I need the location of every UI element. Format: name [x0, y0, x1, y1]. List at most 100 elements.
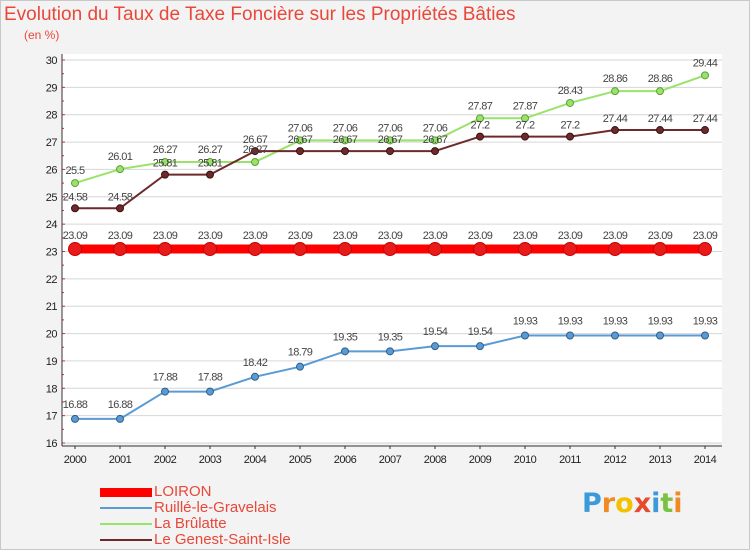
data-point	[698, 242, 712, 257]
data-label: 24.58	[108, 191, 133, 203]
logo-letter: o	[615, 488, 634, 519]
y-tick-label: 28	[46, 110, 58, 122]
proxiti-logo: Proxiti	[582, 488, 683, 519]
data-point	[563, 242, 577, 257]
legend-swatch	[100, 539, 152, 541]
x-tick-label: 2014	[694, 454, 717, 466]
legend-item: La Brûlatte	[100, 516, 291, 532]
y-tick-label: 23	[46, 247, 58, 259]
data-label: 19.35	[378, 331, 403, 343]
x-tick-label: 2013	[649, 454, 672, 466]
y-tick-label: 22	[46, 274, 58, 286]
data-label: 27.06	[288, 122, 313, 134]
data-labels: 16.88 16.88 17.88 17.88 18.42 18.79 19.35 19.35…	[63, 57, 719, 411]
x-tick-label: 2009	[469, 454, 492, 466]
data-label: 27.87	[468, 100, 493, 112]
data-point	[71, 414, 79, 423]
data-point	[608, 242, 622, 257]
data-point	[68, 242, 82, 257]
data-point	[203, 242, 217, 257]
data-label: 23.09	[513, 230, 538, 242]
logo-letter: i	[651, 488, 661, 519]
legend-label: Le Genest-Saint-Isle	[154, 531, 291, 548]
data-point	[428, 242, 442, 257]
x-tick-label: 2000	[64, 454, 87, 466]
data-label: 26.67	[288, 134, 313, 146]
data-point	[296, 147, 304, 156]
data-point	[476, 132, 484, 141]
data-point	[476, 342, 484, 351]
data-point	[161, 170, 169, 179]
x-tick-label: 2012	[604, 454, 627, 466]
y-tick-label: 24	[46, 219, 58, 231]
data-label: 23.09	[378, 230, 403, 242]
x-tick-label: 2002	[154, 454, 177, 466]
data-point	[386, 136, 394, 145]
data-point	[473, 242, 487, 257]
data-label: 26.67	[243, 134, 268, 146]
data-label: 19.93	[558, 315, 583, 327]
data-label: 19.54	[423, 326, 448, 338]
data-label: 18.79	[288, 347, 313, 359]
data-point	[206, 387, 214, 396]
data-point	[116, 165, 124, 174]
data-point	[656, 331, 664, 340]
data-label: 19.93	[648, 315, 673, 327]
data-label: 28.86	[603, 73, 628, 85]
data-label: 16.88	[63, 399, 88, 411]
x-tick-label: 2010	[514, 454, 537, 466]
legend-label: Ruillé-le-Gravelais	[154, 499, 277, 516]
data-label: 27.44	[693, 113, 718, 125]
data-label: 23.09	[648, 230, 673, 242]
data-label: 23.09	[243, 230, 268, 242]
y-tick-label: 19	[46, 356, 58, 368]
data-label: 17.88	[198, 372, 223, 384]
data-label: 27.2	[515, 120, 534, 132]
data-label: 23.09	[153, 230, 178, 242]
legend: LOIRON Ruillé-le-Gravelais La Brûlatte Le G…	[100, 484, 291, 548]
data-point	[293, 242, 307, 257]
y-tick-label: 20	[46, 329, 58, 341]
data-point	[431, 147, 439, 156]
data-point	[251, 372, 259, 381]
data-point	[611, 87, 619, 96]
data-label: 19.35	[333, 331, 358, 343]
data-point	[116, 204, 124, 213]
data-point	[248, 242, 262, 257]
y-tick-label: 26	[46, 164, 58, 176]
data-label: 26.67	[378, 134, 403, 146]
data-point	[161, 387, 169, 396]
data-label: 27.2	[470, 120, 489, 132]
y-tick-label: 21	[46, 301, 58, 313]
x-tick-label: 2005	[289, 454, 312, 466]
data-label: 25.5	[65, 165, 84, 177]
y-tick-label: 29	[46, 82, 58, 94]
data-label: 27.87	[513, 100, 538, 112]
legend-swatch	[100, 507, 152, 509]
data-point	[296, 362, 304, 371]
x-tick-label: 2008	[424, 454, 447, 466]
data-label: 29.44	[693, 57, 718, 69]
data-label: 27.06	[423, 122, 448, 134]
data-point	[296, 136, 304, 145]
data-point	[431, 136, 439, 145]
data-point	[341, 136, 349, 145]
x-tick-label: 2011	[559, 454, 581, 466]
data-point	[521, 132, 529, 141]
data-label: 26.27	[153, 144, 178, 156]
x-tick-label: 2007	[379, 454, 402, 466]
y-tick-label: 16	[46, 438, 58, 450]
data-label: 23.09	[693, 230, 718, 242]
y-tick-label: 25	[46, 192, 58, 204]
data-label: 23.09	[603, 230, 628, 242]
legend-swatch	[100, 487, 152, 497]
data-point	[653, 242, 667, 257]
data-point	[341, 347, 349, 356]
data-label: 23.09	[63, 230, 88, 242]
data-point	[386, 347, 394, 356]
tick-labels: 16 17 18 19 20 21 22 23 24 25 26 27 28 29 30 2000 2001 20…	[46, 55, 717, 466]
data-point	[611, 331, 619, 340]
data-point	[701, 71, 709, 80]
chart-title: Evolution du Taux de Taxe Foncière sur l…	[4, 4, 516, 25]
logo-letter: t	[660, 488, 674, 519]
